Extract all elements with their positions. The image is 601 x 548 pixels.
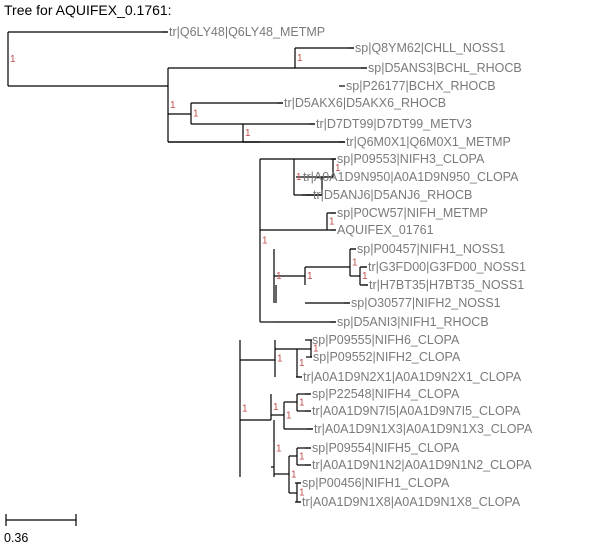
- support-value: 1: [329, 217, 335, 228]
- support-value: 1: [291, 470, 297, 481]
- support-value: 1: [313, 344, 319, 355]
- tree-title: Tree for AQUIFEX_0.1761:: [4, 2, 172, 18]
- support-value: 1: [242, 404, 248, 415]
- leaf-label: sp|O30577|NIFH2_NOSS1: [351, 296, 501, 310]
- support-value: 1: [277, 354, 283, 365]
- leaf-label: tr|A0A1D9N1X3|A0A1D9N1X3_CLOPA: [314, 422, 533, 436]
- support-value: 1: [299, 452, 305, 463]
- leaf-label: tr|A0A1D9N2X1|A0A1D9N2X1_CLOPA: [303, 370, 522, 384]
- leaf-label: tr|G3FD00|G3FD00_NOSS1: [368, 260, 526, 274]
- support-value: 1: [276, 444, 282, 455]
- leaf-label: sp|P09555|NIFH6_CLOPA: [312, 333, 460, 347]
- leaf-label: tr|H7BT35|H7BT35_NOSS1: [369, 278, 524, 292]
- leaf-label: tr|Q6M0X1|Q6M0X1_METMP: [346, 135, 511, 149]
- leaf-label: tr|D5ANJ6|D5ANJ6_RHOCB: [313, 188, 472, 202]
- leaf-label: tr|A0A1D9N1X8|A0A1D9N1X8_CLOPA: [302, 495, 521, 509]
- support-value: 1: [299, 398, 305, 409]
- support-value: 1: [297, 53, 303, 64]
- support-value: 1: [352, 258, 358, 269]
- leaf-label: sp|Q8YM62|CHLL_NOSS1: [355, 41, 505, 55]
- support-value: 1: [362, 271, 368, 282]
- leaf-label: sp|P09552|NIFH2_CLOPA: [313, 350, 461, 364]
- leaf-label: sp|P00456|NIFH1_CLOPA: [302, 476, 450, 490]
- leaf-label: tr|A0A1D9N7I5|A0A1D9N7I5_CLOPA: [312, 404, 521, 418]
- support-value: 1: [170, 100, 176, 111]
- support-value: 1: [307, 271, 313, 282]
- leaf-label: sp|P22548|NIFH4_CLOPA: [312, 387, 460, 401]
- support-value: 1: [286, 411, 292, 422]
- leaf-label: tr|Q6LY48|Q6LY48_METMP: [169, 25, 325, 39]
- leaf-label: tr|A0A1D9N950|A0A1D9N950_CLOPA: [303, 170, 519, 184]
- leaf-label: sp|P26177|BCHX_RHOCB: [346, 79, 496, 93]
- leaf-label: AQUIFEX_01761: [337, 223, 434, 237]
- leaf-label: sp|P00457|NIFH1_NOSS1: [357, 242, 505, 256]
- leaf-label: sp|P09553|NIFH3_CLOPA: [337, 152, 485, 166]
- support-value: 1: [276, 271, 282, 282]
- leaf-label: sp|P09554|NIFH5_CLOPA: [312, 441, 460, 455]
- leaf-label: sp|D5ANS3|BCHL_RHOCB: [368, 61, 522, 75]
- support-value: 1: [299, 358, 305, 369]
- support-value: 1: [193, 109, 199, 120]
- leaf-label: tr|D5AKX6|D5AKX6_RHOCB: [284, 96, 446, 110]
- leaf-label: tr|D7DT99|D7DT99_METV3: [316, 117, 472, 131]
- support-value: 1: [262, 236, 268, 247]
- support-value: 1: [245, 128, 251, 139]
- support-value: 1: [296, 172, 302, 183]
- support-value: 1: [10, 54, 16, 65]
- leaf-label: sp|P0CW57|NIFH_METMP: [337, 206, 488, 220]
- support-value: 1: [273, 402, 279, 413]
- leaf-label: sp|D5ANI3|NIFH1_RHOCB: [337, 315, 489, 329]
- support-value: 1: [335, 163, 341, 174]
- leaf-label: tr|A0A1D9N1N2|A0A1D9N1N2_CLOPA: [312, 458, 532, 472]
- scale-bar-label: 0.36: [4, 531, 28, 545]
- support-value: 1: [299, 488, 305, 499]
